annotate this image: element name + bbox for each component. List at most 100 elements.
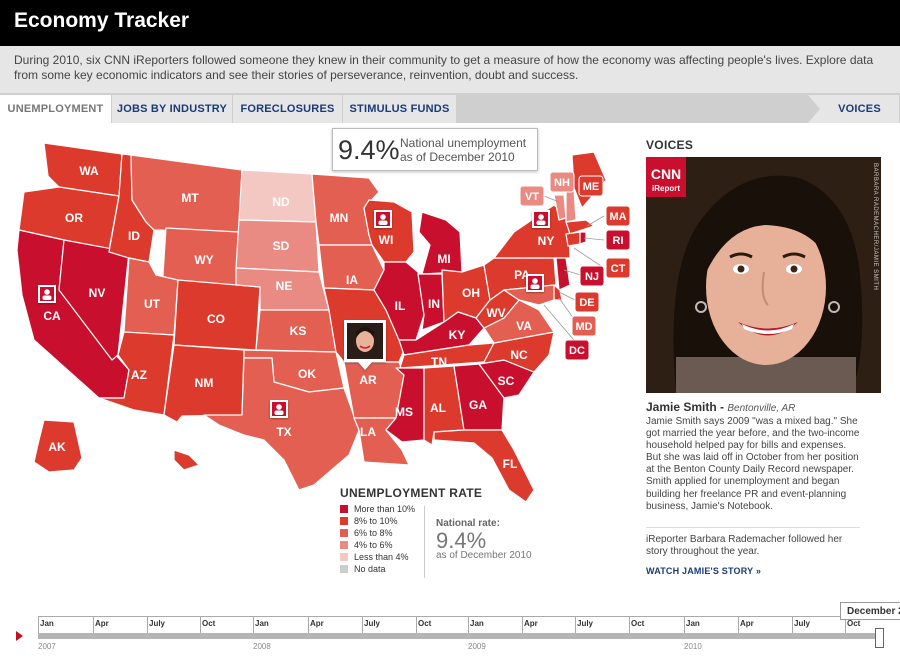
voices-title: VOICES	[646, 138, 694, 152]
callout-de[interactable]: DE	[579, 297, 594, 309]
callout-nh[interactable]: NH	[554, 177, 570, 189]
portrait-image: CNN iReport	[646, 157, 881, 393]
national-rate-label: National rate:	[436, 518, 500, 529]
title-bar: Economy Tracker	[0, 0, 900, 46]
state-ak[interactable]	[33, 419, 83, 473]
timeline-year-label: 2009	[468, 642, 486, 651]
label-wy: WY	[194, 253, 213, 267]
play-icon[interactable]	[16, 631, 23, 641]
legend-item-4-to-6: 4% to 6%	[340, 540, 393, 550]
label-az: AZ	[131, 368, 147, 382]
label-ut: UT	[144, 297, 161, 311]
callout-ma[interactable]: MA	[609, 211, 626, 223]
label-ia: IA	[346, 273, 358, 287]
legend-item-more-than-10: More than 10%	[340, 504, 415, 514]
tab-voices[interactable]: VOICES	[808, 95, 900, 123]
label-nd: ND	[272, 195, 290, 209]
legend-item-no-data: No data	[340, 564, 386, 574]
callout-md[interactable]: MD	[575, 321, 592, 333]
voices-photo[interactable]: CNN iReport BARBARA RADEMACHER/JAMIE SMI…	[646, 157, 881, 393]
label-ms: MS	[395, 405, 413, 419]
timeline-tick	[416, 617, 417, 633]
timeline-tick	[93, 617, 94, 633]
timeline-month-label: Jan	[255, 619, 269, 628]
tab-unemployment[interactable]: UNEMPLOYMENT	[0, 95, 112, 123]
state-in[interactable]	[417, 273, 445, 331]
timeline-tick	[200, 617, 201, 633]
photo-credit: BARBARA RADEMACHER/JAMIE SMITH	[872, 163, 878, 291]
legend-title: UNEMPLOYMENT RATE	[340, 486, 483, 500]
legend-item-6-to-8: 6% to 8%	[340, 528, 393, 538]
marker-ny[interactable]	[532, 210, 550, 228]
label-or: OR	[65, 211, 83, 225]
marker-pa[interactable]	[526, 274, 544, 292]
label-sd: SD	[273, 239, 290, 253]
timeline-handle[interactable]	[875, 628, 884, 648]
state-hi[interactable]	[173, 449, 200, 471]
callout-dc[interactable]: DC	[569, 345, 585, 357]
timeline-month-label: July	[794, 619, 811, 628]
timeline-month-label: Apr	[740, 619, 754, 628]
label-tx: TX	[276, 425, 291, 439]
national-unemployment-box: 9.4% National unemployment as of Decembe…	[332, 128, 538, 171]
label-ga: GA	[469, 398, 487, 412]
state-nj[interactable]	[555, 257, 571, 291]
label-wv: WV	[486, 306, 505, 320]
person-name: Jamie Smith	[646, 400, 717, 414]
intro-text: During 2010, six CNN iReporters followed…	[0, 46, 900, 93]
state-az[interactable]	[98, 331, 175, 416]
timeline-month-label: Oct	[631, 619, 645, 628]
label-nm: NM	[195, 376, 214, 390]
callout-vt[interactable]: VT	[525, 191, 539, 203]
marker-wi[interactable]	[374, 210, 392, 228]
timeline-current-label: December 2	[840, 602, 900, 620]
timeline-tick	[684, 617, 685, 633]
tab-bar: UNEMPLOYMENT JOBS BY INDUSTRY FORECLOSUR…	[0, 93, 900, 123]
timeline-month-label: Oct	[202, 619, 216, 628]
national-unemployment-value: 9.4%	[338, 135, 400, 165]
state-ct[interactable]	[565, 231, 581, 247]
ireporter-followup: iReporter Barbara Rademacher followed he…	[646, 534, 843, 558]
callout-ri[interactable]: RI	[613, 235, 624, 247]
label-al: AL	[430, 401, 446, 415]
timeline-month-label: July	[577, 619, 594, 628]
callout-me[interactable]: ME	[583, 181, 600, 193]
timeline-month-label: Apr	[524, 619, 538, 628]
legend-divider	[424, 506, 425, 578]
marker-tx[interactable]	[270, 400, 288, 418]
state-fl[interactable]	[433, 429, 535, 503]
label-ky: KY	[449, 328, 466, 342]
marker-ca[interactable]	[38, 285, 56, 303]
label-ak: AK	[48, 440, 66, 454]
watch-story-link[interactable]: WATCH JAMIE'S STORY »	[646, 566, 762, 576]
timeline-month-label: Apr	[95, 619, 109, 628]
national-rate-value: 9.4%	[436, 528, 487, 553]
marker-ar-selected[interactable]	[344, 320, 386, 370]
timeline-tick	[629, 617, 630, 633]
tab-jobs-by-industry[interactable]: JOBS BY INDUSTRY	[112, 95, 233, 123]
cnn-logo-text: CNN	[651, 166, 681, 182]
timeline-tick	[575, 617, 576, 633]
national-rate-date: as of December 2010	[436, 550, 532, 561]
label-nc: NC	[510, 348, 528, 362]
timeline-tick	[308, 617, 309, 633]
label-va: VA	[516, 319, 532, 333]
state-ri[interactable]	[579, 231, 587, 245]
label-wa: WA	[79, 164, 99, 178]
state-ma[interactable]	[565, 219, 595, 235]
label-ks: KS	[290, 324, 307, 338]
timeline-tick	[38, 617, 39, 633]
tab-foreclosures[interactable]: FORECLOSURES	[233, 95, 343, 123]
timeline-tick	[738, 617, 739, 633]
timeline-month-label: Apr	[310, 619, 324, 628]
tab-stimulus-funds[interactable]: STIMULUS FUNDS	[343, 95, 457, 123]
timeline-tick	[468, 617, 469, 633]
callout-nj[interactable]: NJ	[585, 271, 599, 283]
timeline-tick	[362, 617, 363, 633]
label-ca: CA	[43, 309, 61, 323]
state-tx[interactable]	[203, 357, 360, 491]
timeline-track[interactable]	[38, 633, 880, 639]
callout-ct[interactable]: CT	[611, 263, 626, 275]
label-co: CO	[207, 312, 225, 326]
